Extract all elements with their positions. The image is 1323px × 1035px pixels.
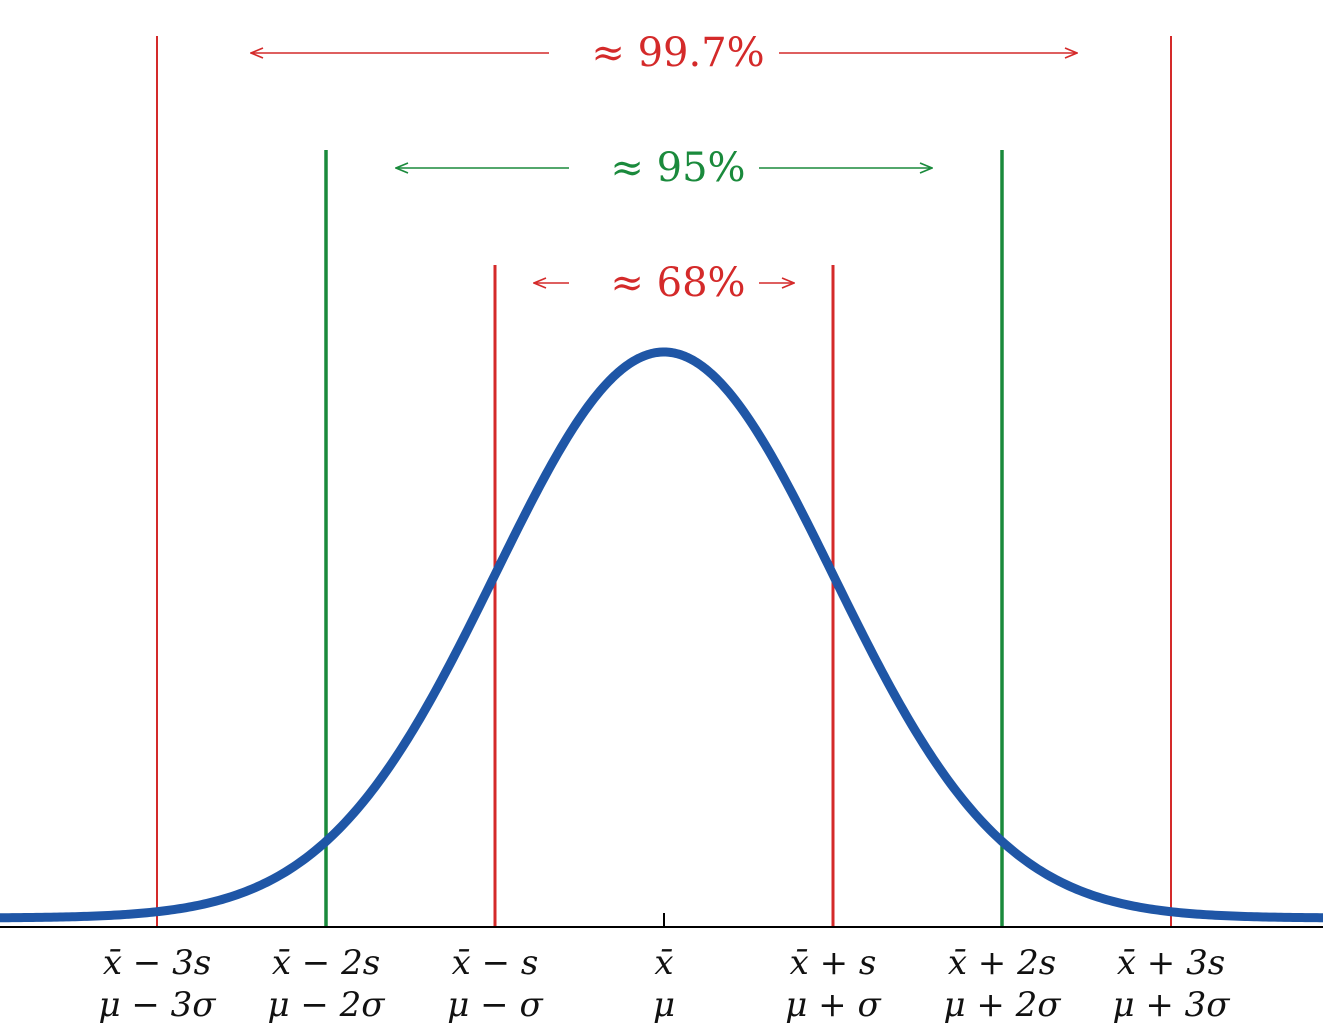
tick-label-population: μ + 2σ [943, 985, 1061, 1025]
tick-label-population: μ − 3σ [98, 985, 216, 1025]
tick-label-population: μ + 3σ [1112, 985, 1230, 1025]
tick-label-sample: x̄ [654, 943, 673, 983]
tick-label-sample: x̄ + 2s [948, 943, 1056, 983]
normal-distribution-curve [0, 347, 1323, 923]
tick-label-population: μ [653, 985, 675, 1025]
tick-label-population: μ − σ [447, 985, 543, 1025]
tick-label-sample: x̄ + 3s [1117, 943, 1225, 983]
x-axis-tick-labels: x̄ − 3sμ − 3σx̄ − 2sμ − 2σx̄ − sμ − σx̄μ… [98, 943, 1230, 1025]
tick-label-population: μ − 2σ [267, 985, 385, 1025]
interval-boundary-lines [156, 36, 1172, 927]
interval-label-2sd: ≈ 95% [610, 145, 745, 191]
interval-arrows [251, 53, 1077, 283]
interval-label-3sd: ≈ 99.7% [591, 30, 764, 76]
tick-label-sample: x̄ − 2s [272, 943, 380, 983]
interval-labels: ≈ 68% ≈ 95% ≈ 99.7% [591, 30, 764, 306]
tick-label-population: μ + σ [785, 985, 881, 1025]
tick-label-sample: x̄ − 3s [103, 943, 211, 983]
tick-label-sample: x̄ + s [790, 943, 877, 983]
tick-label-sample: x̄ − s [452, 943, 539, 983]
interval-label-1sd: ≈ 68% [610, 260, 745, 306]
